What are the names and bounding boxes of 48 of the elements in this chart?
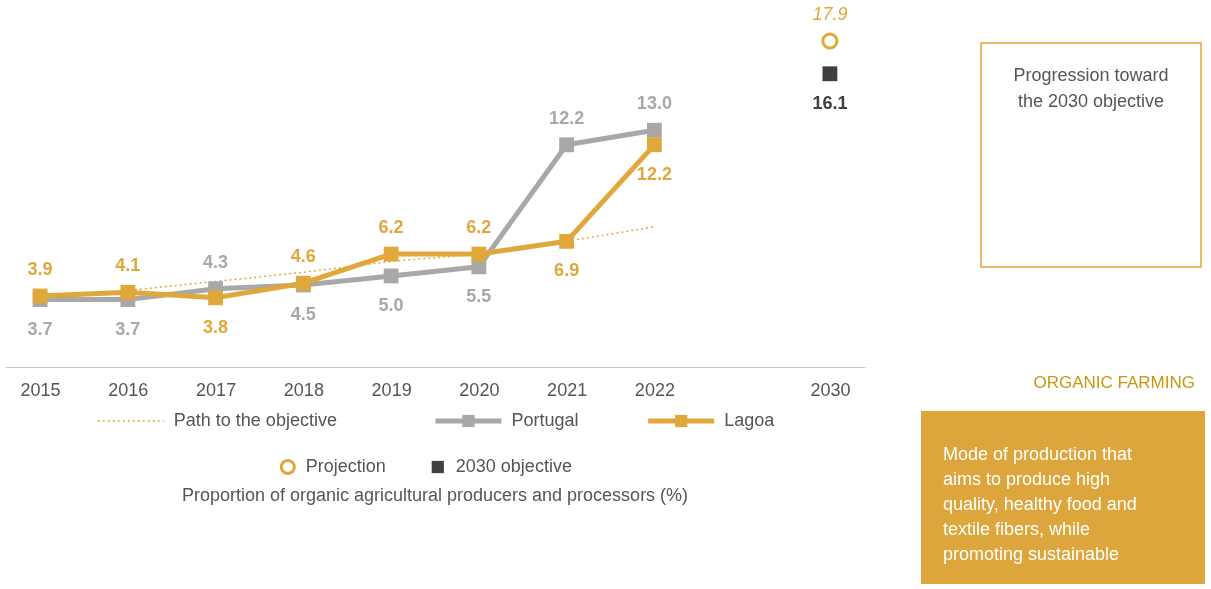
- data-label: 5.0: [378, 294, 404, 315]
- data-label: 3.7: [27, 318, 53, 339]
- text: Progression toward the 2030 objective: [1013, 65, 1169, 111]
- data-label: 6.9: [554, 260, 580, 281]
- point: [822, 66, 838, 82]
- point: [383, 246, 399, 262]
- text: Mode of production that aims to produce high quality, healthy food and textile fibers, while promoting sustainable: [943, 444, 1137, 564]
- data-label: 13.0: [636, 93, 672, 114]
- point: [120, 284, 136, 300]
- point: [559, 137, 575, 153]
- data-label: 3.7: [115, 318, 141, 339]
- data-label: 16.1: [812, 92, 848, 113]
- point: [383, 268, 399, 284]
- point: [208, 290, 224, 306]
- x-tick-label: 2016: [108, 379, 149, 400]
- legend-label: Path to the objective: [173, 410, 337, 430]
- legend-label: Lagoa: [724, 410, 776, 430]
- data-label: 4.6: [290, 246, 316, 267]
- legend-label: 2030 objective: [455, 456, 572, 476]
- point: [821, 32, 839, 50]
- x-tick-label: 2015: [20, 379, 61, 400]
- data-label: 17.9: [812, 4, 848, 24]
- data-label: 6.2: [378, 217, 404, 238]
- text: Proportion of organic agricultural producers and processors (%): [181, 485, 689, 505]
- data-label: 4.1: [115, 255, 141, 276]
- x-tick-label: 2020: [459, 379, 500, 400]
- x-tick-label: 2018: [283, 379, 324, 400]
- legend-label: Portugal: [511, 410, 579, 430]
- data-label: 4.5: [290, 304, 316, 325]
- data-label: 3.9: [27, 258, 53, 279]
- legend-label: Projection: [305, 456, 386, 476]
- data-label: 6.2: [466, 217, 492, 238]
- data-label: 3.8: [203, 316, 229, 337]
- x-tick-label: 2017: [196, 379, 237, 400]
- text: ORGANIC FARMING: [1033, 373, 1195, 392]
- data-label: 12.2: [549, 107, 585, 128]
- x-tick-label: 2030: [810, 379, 851, 400]
- x-tick-label: 2021: [547, 379, 588, 400]
- x-tick-label: 2019: [371, 379, 412, 400]
- data-label: 12.2: [636, 163, 672, 184]
- point: [646, 137, 662, 153]
- point: [471, 246, 487, 262]
- data-label: 4.3: [203, 251, 229, 272]
- point: [559, 233, 575, 249]
- point: [646, 122, 662, 138]
- x-tick-label: 2022: [634, 379, 675, 400]
- data-label: 5.5: [466, 285, 492, 306]
- point: [32, 288, 48, 304]
